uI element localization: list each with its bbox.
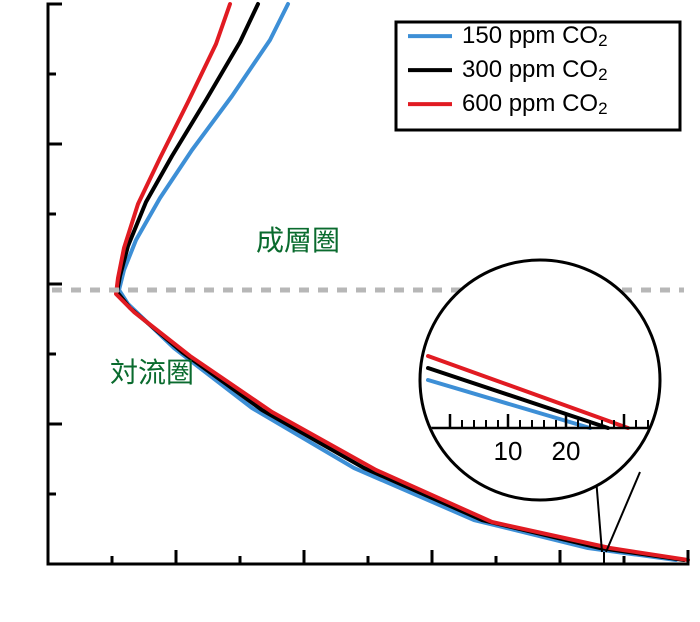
stratosphere-label: 成層圏 <box>256 225 340 256</box>
inset-tick-label: 20 <box>552 436 581 466</box>
troposphere-label: 対流圏 <box>110 357 194 388</box>
legend-label-s600: 600 ppm CO2 <box>462 90 608 118</box>
legend-label-s300: 300 ppm CO2 <box>462 56 608 84</box>
inset-tick-label: 10 <box>494 436 523 466</box>
co2-temperature-profile-chart: 成層圏 対流圏 150 ppm CO2 300 ppm CO2 600 ppm CO… <box>0 0 700 622</box>
y-ticks <box>48 4 62 564</box>
legend: 150 ppm CO2 300 ppm CO2 600 ppm CO2 <box>396 22 680 130</box>
inset-magnifier: 10 20 <box>420 260 660 500</box>
legend-label-s150: 150 ppm CO2 <box>462 22 608 50</box>
